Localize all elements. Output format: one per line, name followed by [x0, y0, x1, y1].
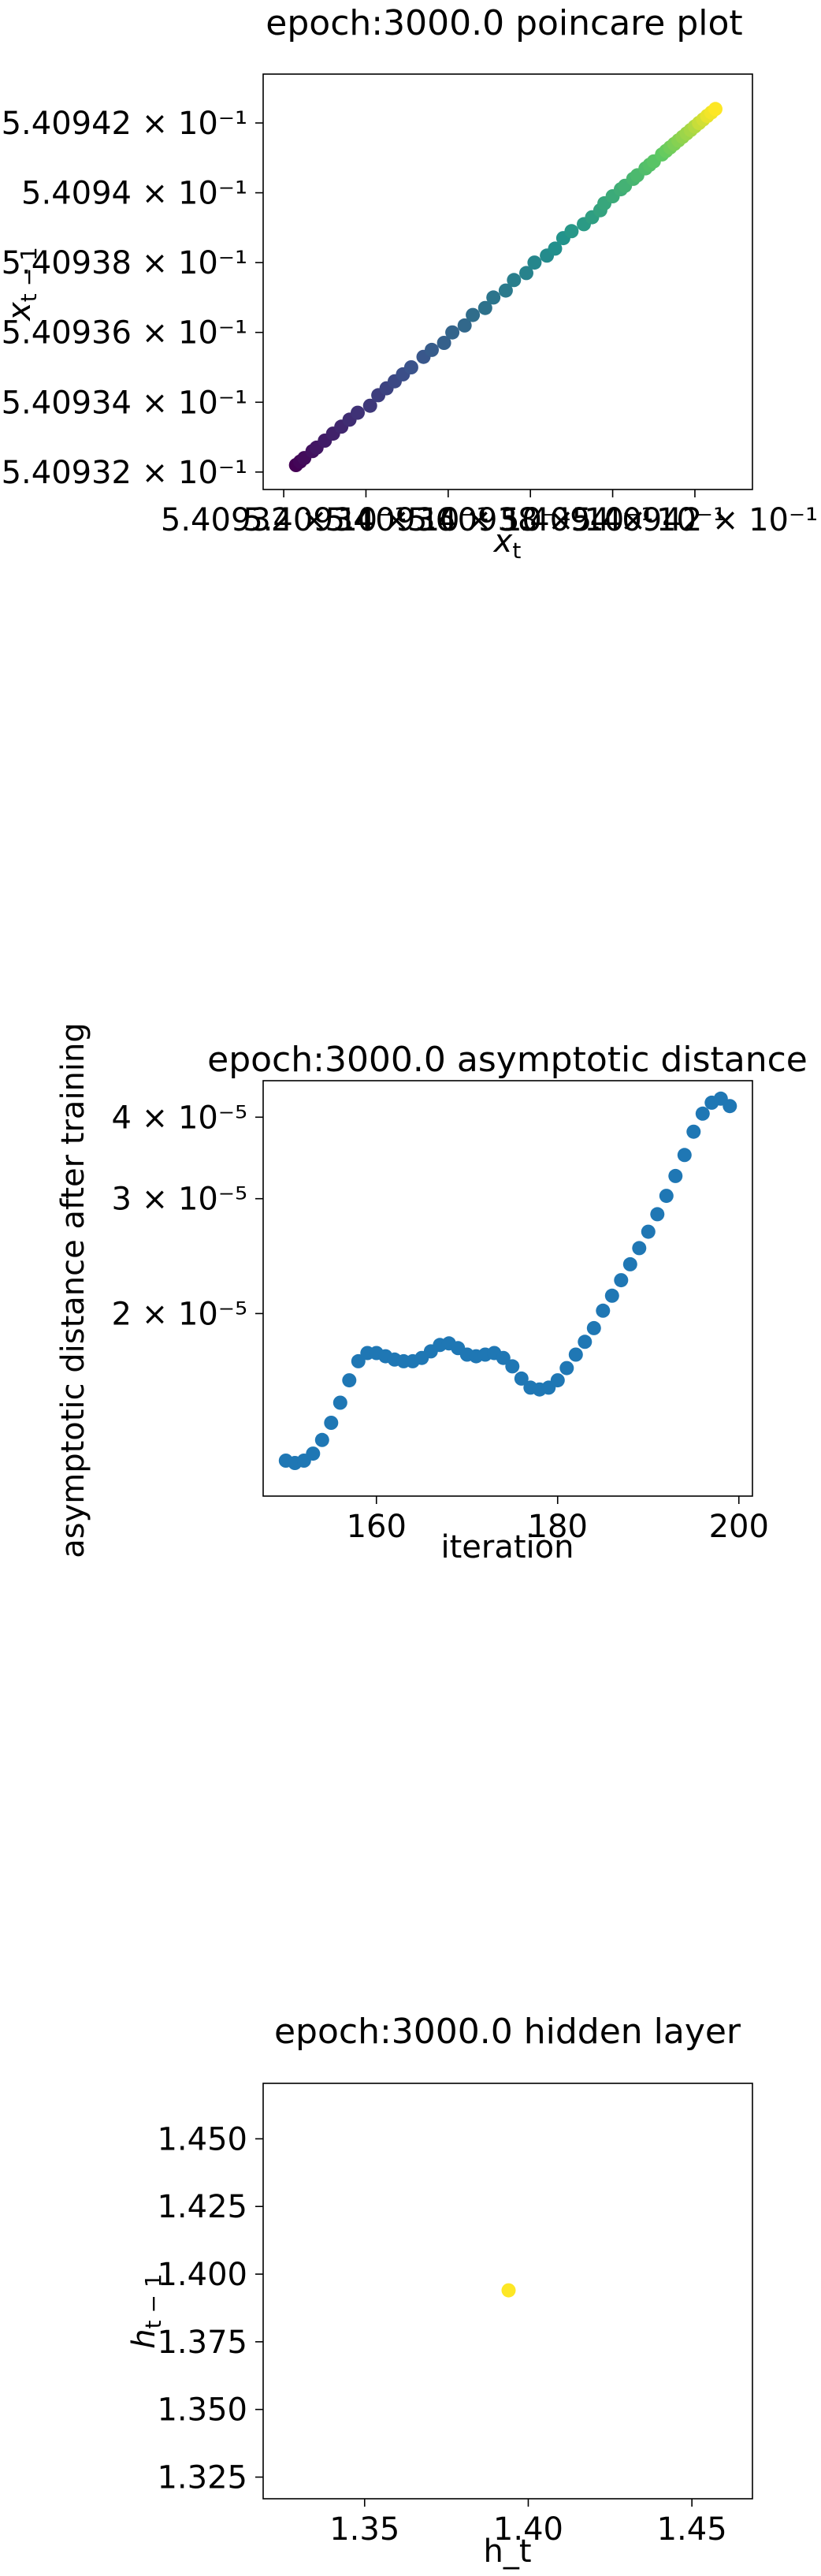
data-point	[342, 1373, 357, 1388]
x-tick-label: 5.40942 × 10⁻¹	[572, 502, 818, 538]
hidden-layer-x-label: h_t	[483, 2533, 531, 2570]
poincare-plot-frame	[262, 73, 753, 490]
asymptotic-distance-x-label: iteration	[441, 1529, 574, 1565]
poincare-plot-x-ticks: 5.40932 × 10⁻¹5.40934 × 10⁻¹5.40936 × 10…	[161, 490, 818, 538]
poincare-plot-y-ticks: 5.40932 × 10⁻¹ 5.40934 × 10⁻¹ 5.40936 × 10…	[2, 106, 263, 491]
data-point	[604, 1288, 619, 1303]
data-point	[324, 1416, 339, 1430]
x-tick-label: 200	[709, 1509, 769, 1545]
hidden-layer-title: epoch:3000.0 hidden layer	[274, 2012, 741, 2052]
x-tick-label: 180	[528, 1509, 588, 1545]
data-point	[686, 1124, 701, 1139]
asymptotic-distance-y-label: asymptotic distance after training	[55, 1022, 91, 1558]
data-point	[548, 241, 563, 256]
data-point	[723, 1099, 737, 1114]
x-tick-label: 160	[347, 1509, 407, 1545]
poincare-plot-title: epoch:3000.0 poincare plot	[266, 3, 742, 43]
y-tick-label: 1.375	[157, 2325, 247, 2361]
x-tick-label: 1.35	[329, 2511, 399, 2548]
hidden-layer-frame	[262, 2083, 753, 2500]
data-point	[559, 1361, 574, 1375]
data-point	[586, 1320, 601, 1335]
poincare-plot-y-label: xt − 1	[2, 247, 42, 322]
data-point	[519, 266, 533, 281]
x-tick-label: 1.40	[493, 2511, 563, 2548]
y-tick-label: 1.400	[157, 2257, 247, 2293]
data-point	[641, 1224, 656, 1239]
hidden-layer-points	[501, 2283, 516, 2298]
y-tick-label: 1.350	[157, 2392, 247, 2429]
data-point	[677, 1148, 692, 1163]
data-point	[314, 1432, 329, 1447]
data-point	[498, 283, 513, 298]
data-point	[507, 273, 522, 288]
y-tick-label: 5.40942 × 10⁻¹	[2, 106, 247, 142]
x-tick-label: 5.40932 × 10⁻¹	[161, 502, 407, 538]
hidden-layer-panel: epoch:3000.0 hidden layer 1.325 1.350 1.37…	[126, 2012, 753, 2570]
data-point	[695, 1106, 710, 1121]
x-tick-label: 5.40938 × 10⁻¹	[407, 502, 653, 538]
data-point	[457, 318, 472, 333]
data-point	[437, 336, 451, 350]
data-point	[514, 1371, 529, 1386]
data-point	[332, 1395, 347, 1410]
data-point	[505, 1359, 520, 1374]
x-tick-label: 5.40934 × 10⁻¹	[243, 502, 489, 538]
y-tick-label: 2 × 10⁻⁵	[112, 1296, 247, 1332]
hidden-layer-y-ticks: 1.325 1.350 1.375 1.400 1.425 1.450	[157, 2121, 263, 2496]
asymptotic-distance-frame	[262, 1080, 753, 1497]
poincare-plot-panel: epoch:3000.0 poincare plot 5.40932 × 10⁻…	[2, 3, 819, 564]
x-tick-label: 5.4094 × 10⁻¹	[500, 502, 726, 538]
data-point	[527, 255, 542, 270]
data-point	[486, 290, 501, 305]
y-tick-label: 5.40938 × 10⁻¹	[2, 245, 247, 281]
asymptotic-distance-y-ticks: 2 × 10⁻⁵ 3 × 10⁻⁵ 4 × 10⁻⁵	[112, 1100, 263, 1332]
y-tick-label: 3 × 10⁻⁵	[112, 1182, 247, 1218]
data-point	[477, 300, 492, 315]
poincare-plot-x-label: xt	[492, 523, 522, 564]
data-point	[622, 1256, 637, 1271]
data-point	[425, 342, 439, 357]
data-point	[306, 1446, 321, 1461]
data-point	[351, 1353, 366, 1368]
asymptotic-distance-x-ticks: 160 180 200	[347, 1496, 769, 1545]
data-point	[550, 1373, 565, 1388]
data-point	[564, 224, 579, 239]
asymptotic-distance-points	[278, 1091, 737, 1470]
y-tick-label: 5.40934 × 10⁻¹	[2, 385, 247, 421]
data-point	[614, 1273, 629, 1288]
data-point	[445, 325, 460, 340]
data-point	[496, 1350, 511, 1365]
data-point	[501, 2283, 516, 2298]
x-tick-label: 5.40936 × 10⁻¹	[325, 502, 571, 538]
data-point	[668, 1168, 683, 1183]
asymptotic-distance-panel: epoch:3000.0 asymptotic distance 2 × 10⁻…	[55, 1022, 808, 1565]
y-tick-label: 1.450	[157, 2121, 247, 2157]
data-point	[596, 1303, 611, 1318]
hidden-layer-x-ticks: 1.35 1.40 1.45	[329, 2499, 727, 2548]
y-tick-label: 5.40932 × 10⁻¹	[2, 455, 247, 491]
data-point	[403, 360, 418, 374]
data-point	[659, 1189, 674, 1204]
asymptotic-distance-title: epoch:3000.0 asymptotic distance	[207, 1040, 808, 1080]
y-tick-label: 1.325	[157, 2460, 247, 2496]
data-point	[351, 405, 365, 420]
x-tick-label: 1.45	[657, 2511, 727, 2548]
data-point	[466, 307, 481, 322]
data-point	[650, 1207, 665, 1222]
y-tick-label: 4 × 10⁻⁵	[112, 1100, 247, 1136]
data-point	[632, 1241, 647, 1256]
y-tick-label: 1.425	[157, 2189, 247, 2225]
hidden-layer-y-label: ht − 1	[126, 2273, 166, 2348]
data-point	[578, 1335, 593, 1349]
data-point	[362, 398, 377, 413]
y-tick-label: 5.4094 × 10⁻¹	[21, 176, 247, 212]
poincare-plot-points	[288, 102, 723, 472]
y-tick-label: 5.40936 × 10⁻¹	[2, 315, 247, 352]
data-point	[568, 1347, 583, 1362]
data-point	[708, 102, 723, 117]
